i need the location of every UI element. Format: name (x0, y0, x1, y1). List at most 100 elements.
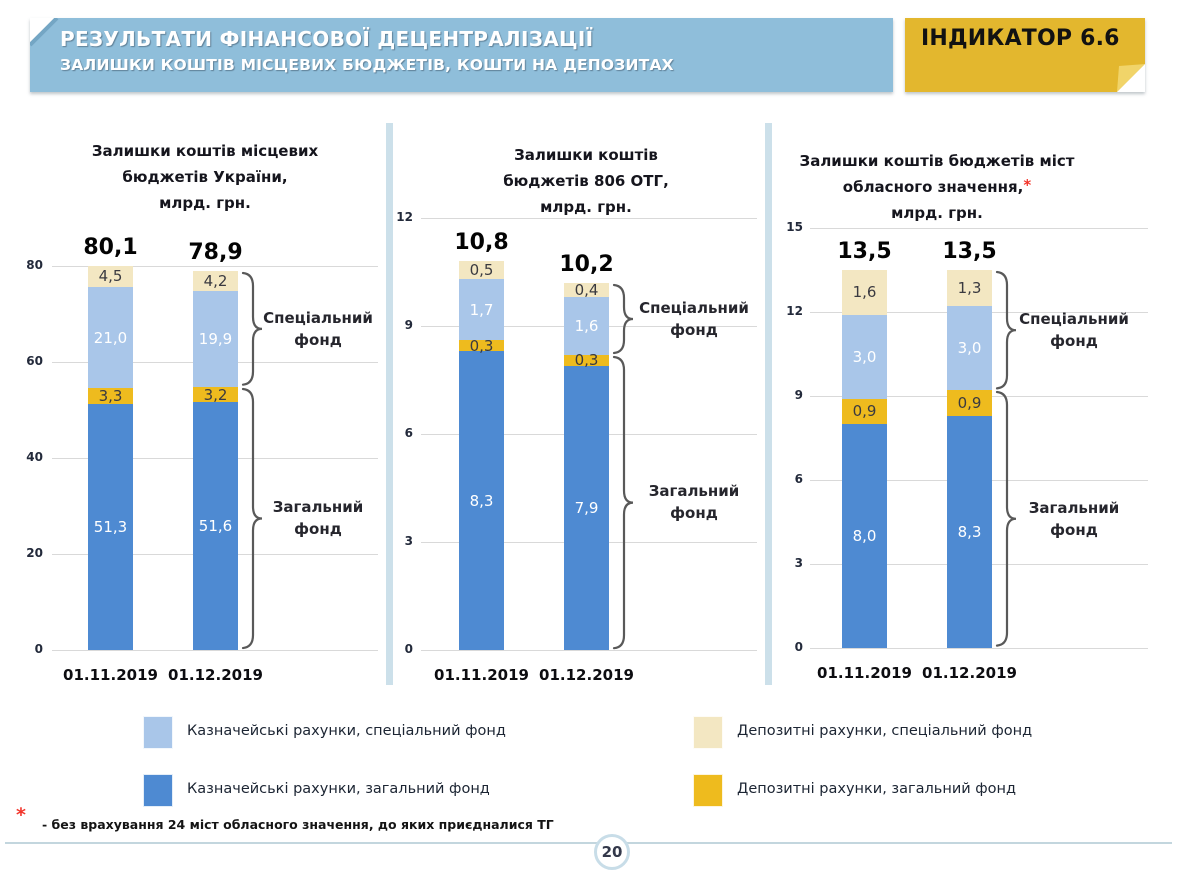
brace-icon (241, 387, 263, 650)
segment-value-label: 0,4 (574, 281, 599, 299)
fund-group-label: Спеціальний фонд (999, 308, 1149, 352)
y-axis-tick-label: 15 (786, 220, 803, 234)
bar-segment-deposit-special (88, 265, 133, 288)
chart-title-line: млрд. грн. (159, 194, 251, 212)
chart-title-line: Залишки коштів (514, 146, 658, 164)
bar-segment-treasury-general (564, 365, 609, 650)
segment-value-label: 4,2 (203, 272, 228, 291)
bar-segment-deposit-general (564, 354, 609, 366)
gridline (52, 650, 378, 651)
chart-title: Залишки коштів бюджетів міст обласного зн… (787, 148, 1087, 226)
bar-total-label: 10,2 (559, 251, 614, 277)
bar-segment-deposit-special (564, 282, 609, 298)
legend-label: Депозитні рахунки, загальний фонд (737, 781, 1017, 797)
segment-value-label: 0,3 (469, 336, 494, 355)
x-axis-category-label: 01.12.2019 (539, 666, 634, 684)
bar-segment-treasury-special (842, 314, 887, 399)
bar-segment-treasury-general (193, 402, 238, 650)
bar-segment-treasury-general (88, 403, 133, 650)
bar-segment-deposit-general (88, 387, 133, 404)
chart-title-line: млрд. грн. (891, 204, 983, 222)
brace-icon (995, 391, 1017, 648)
segment-value-label: 0,9 (852, 402, 877, 421)
segment-value-label: 3,0 (852, 347, 877, 366)
y-axis-tick-label: 40 (26, 450, 43, 464)
segment-value-label: 7,9 (574, 498, 599, 517)
chart-title-line: бюджетів України, (122, 168, 288, 186)
segment-value-label: 51,6 (198, 517, 233, 536)
brace-icon (241, 272, 263, 387)
page-subtitle: ЗАЛИШКИ КОШТІВ МІСЦЕВИХ БЮДЖЕТІВ, КОШТИ … (60, 56, 674, 74)
legend-swatch-deposit-special (693, 716, 723, 749)
fund-group-label-line: Загальний (1028, 499, 1120, 518)
y-axis-tick-label: 0 (404, 642, 413, 656)
page-number: 20 (594, 834, 630, 870)
fund-group-label-line: Спеціальний (639, 298, 749, 317)
bar-total-label: 10,8 (454, 230, 509, 256)
panel-divider (386, 123, 393, 685)
page-title: РЕЗУЛЬТАТИ ФІНАНСОВОЇ ДЕЦЕНТРАЛІЗАЦІЇ (60, 27, 594, 51)
bar-segment-deposit-general (947, 390, 992, 416)
chart-title-line: бюджетів 806 ОТГ, (503, 172, 669, 190)
bar-total-label: 78,9 (188, 240, 243, 266)
brace-icon (995, 270, 1017, 390)
fund-group-label-line: Спеціальний (263, 309, 373, 328)
segment-value-label: 3,0 (957, 339, 982, 358)
fund-group-label-line: фонд (670, 320, 718, 339)
x-axis-category-label: 01.11.2019 (63, 666, 158, 684)
fund-group-label-line: Спеціальний (1019, 310, 1129, 329)
segment-value-label: 4,5 (98, 267, 123, 286)
gridline (52, 266, 378, 267)
fund-group-label-line: Загальний (648, 482, 740, 501)
fund-group-label: Спеціальний фонд (243, 307, 393, 351)
y-axis-tick-label: 6 (404, 426, 413, 440)
bar-segment-treasury-general (459, 351, 504, 650)
bar-segment-deposit-special (459, 261, 504, 280)
panel-divider (765, 123, 772, 685)
x-axis-category-label: 01.12.2019 (168, 666, 263, 684)
bar-segment-treasury-general (842, 424, 887, 648)
chart-title: Залишки коштів місцевих бюджетів України,… (55, 138, 355, 216)
chart-title: Залишки коштів бюджетів 806 ОТГ, млрд. грн… (436, 142, 736, 220)
legend-label: Казначейські рахунки, спеціальний фонд (187, 723, 506, 739)
fund-group-label-line: Загальний (272, 498, 364, 517)
fund-group-label-line: фонд (670, 504, 718, 523)
bar-segment-deposit-general (459, 340, 504, 352)
legend-label: Казначейські рахунки, загальний фонд (187, 781, 490, 797)
footnote-asterisk: * (16, 804, 26, 826)
brace-icon (612, 355, 634, 650)
bar-segment-treasury-general (947, 415, 992, 648)
x-axis-category-label: 01.12.2019 (922, 664, 1017, 682)
footer-divider (5, 842, 1172, 844)
fund-group-label: Загальний фонд (619, 480, 769, 524)
fund-group-label: Загальний фонд (999, 497, 1149, 541)
title-asterisk: * (1023, 176, 1032, 194)
gridline (810, 648, 1148, 649)
y-axis-tick-label: 12 (396, 210, 413, 224)
y-axis-tick-label: 3 (794, 556, 803, 570)
gridline (421, 650, 757, 651)
bar-total-label: 13,5 (942, 239, 997, 264)
segment-value-label: 8,3 (469, 491, 494, 510)
segment-value-label: 1,3 (957, 279, 982, 298)
chart-title-line: обласного значення,* (842, 176, 1032, 196)
segment-value-label: 0,9 (957, 394, 982, 412)
header-banner: РЕЗУЛЬТАТИ ФІНАНСОВОЇ ДЕЦЕНТРАЛІЗАЦІЇ ЗА… (30, 18, 893, 92)
segment-value-label: 8,3 (957, 522, 982, 541)
fund-group-label-line: фонд (294, 520, 342, 539)
fund-group-label-line: фонд (294, 331, 342, 350)
bar-segment-treasury-special (88, 287, 133, 388)
legend-label: Депозитні рахунки, спеціальний фонд (737, 723, 1033, 739)
segment-value-label: 3,3 (98, 386, 123, 405)
y-axis-tick-label: 20 (26, 546, 43, 560)
segment-value-label: 21,0 (93, 328, 128, 347)
gridline (810, 228, 1148, 229)
bar-total-label: 13,5 (837, 239, 892, 264)
y-axis-tick-label: 3 (404, 534, 413, 548)
y-axis-tick-label: 80 (26, 258, 43, 272)
y-axis-tick-label: 6 (794, 472, 803, 486)
segment-value-label: 8,0 (852, 527, 877, 545)
bar-total-label: 80,1 (83, 234, 138, 260)
chart-title-line: Залишки коштів бюджетів міст (799, 152, 1075, 170)
indicator-badge-label: ІНДИКАТОР 6.6 (921, 26, 1120, 51)
